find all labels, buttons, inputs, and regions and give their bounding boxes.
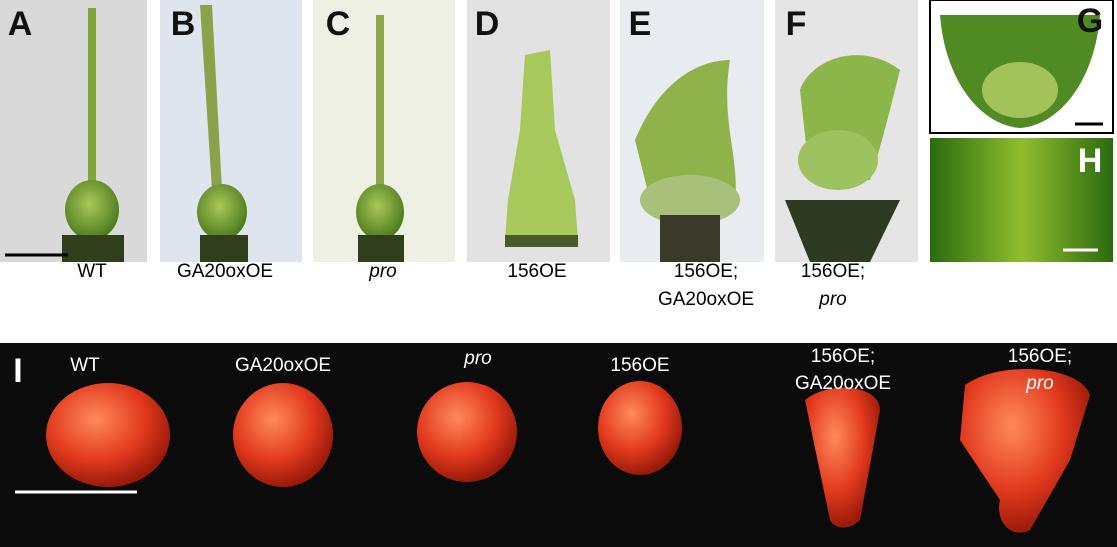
top-letters: A B C D E F G H — [8, 2, 1104, 180]
style — [88, 8, 96, 188]
fruit — [805, 387, 880, 528]
panel-letter: B — [171, 5, 196, 43]
top-labels: WT GA20oxOE pro 156OE 156OE; GA20oxOE 15… — [77, 261, 865, 310]
panel-label: GA20oxOE — [177, 261, 273, 282]
panel-label: 156OE; — [674, 261, 738, 282]
flower — [798, 130, 878, 190]
panel-label: pro — [368, 261, 396, 282]
top-photos — [0, 0, 1114, 262]
panel-label: pro — [818, 289, 846, 310]
flower — [505, 50, 578, 240]
fruit-label: 156OE; — [811, 346, 875, 367]
flower — [635, 60, 736, 200]
ovary — [65, 180, 119, 240]
style — [200, 5, 222, 190]
fruit-label: 156OE; — [1008, 346, 1072, 367]
fruit-label: pro — [463, 348, 491, 369]
panel-label: 156OE; — [801, 261, 865, 282]
stem — [785, 200, 900, 262]
panel-label: GA20oxOE — [658, 289, 754, 310]
panel-letter: F — [786, 5, 807, 43]
panel-letter: D — [475, 5, 500, 43]
fruit-label: 156OE — [610, 355, 669, 376]
panel-letter: I — [13, 352, 22, 390]
fruit-panel: I WT GA20oxOE pro 156OE 156OE; GA20oxOE … — [0, 343, 1117, 547]
scale-bars — [5, 122, 1103, 257]
photo-h — [930, 138, 1113, 262]
photo-i — [0, 343, 1117, 547]
fruit — [598, 381, 682, 475]
fruit-label: pro — [1025, 373, 1053, 394]
fruit — [46, 383, 170, 487]
fruit — [960, 368, 1090, 533]
flower — [640, 175, 740, 225]
panel-letter: G — [1077, 2, 1103, 40]
fruit-label: GA20oxOE — [795, 373, 891, 394]
panel-letter: E — [629, 5, 652, 43]
panel-letter: C — [326, 5, 351, 43]
sepal — [62, 235, 124, 262]
sepal — [200, 235, 248, 262]
style — [376, 15, 384, 190]
panel-label: 156OE — [507, 261, 566, 282]
ovary — [197, 184, 247, 240]
fruit-label: WT — [70, 355, 100, 376]
fruit — [417, 382, 517, 482]
panel-label: WT — [77, 261, 107, 282]
sepal — [358, 235, 404, 262]
stem — [660, 215, 720, 262]
sepal — [505, 235, 578, 247]
section — [982, 62, 1058, 118]
fruit — [233, 383, 333, 487]
panel-letter: H — [1078, 142, 1103, 180]
panel-letter: A — [8, 5, 33, 43]
fruit-label: GA20oxOE — [235, 355, 331, 376]
ovary — [356, 184, 404, 240]
